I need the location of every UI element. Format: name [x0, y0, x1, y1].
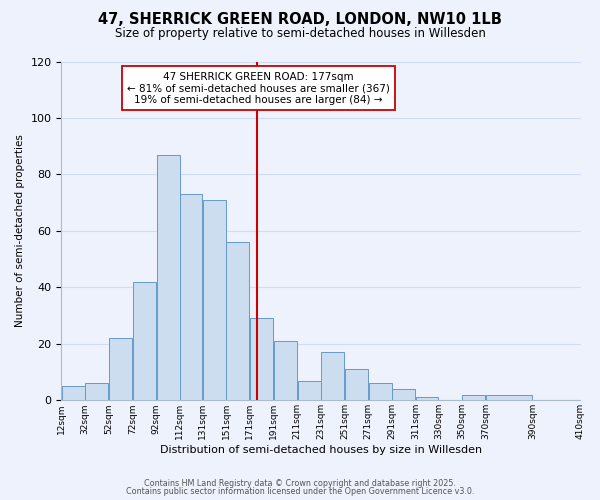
Bar	[487, 394, 532, 400]
Bar	[392, 389, 415, 400]
Bar	[62, 386, 85, 400]
Bar	[203, 200, 226, 400]
Bar	[133, 282, 156, 401]
Text: Contains HM Land Registry data © Crown copyright and database right 2025.: Contains HM Land Registry data © Crown c…	[144, 478, 456, 488]
Bar	[85, 384, 109, 400]
Text: 47, SHERRICK GREEN ROAD, LONDON, NW10 1LB: 47, SHERRICK GREEN ROAD, LONDON, NW10 1L…	[98, 12, 502, 28]
Bar	[274, 341, 297, 400]
Bar	[157, 154, 179, 400]
Bar	[463, 394, 485, 400]
X-axis label: Distribution of semi-detached houses by size in Willesden: Distribution of semi-detached houses by …	[160, 445, 482, 455]
Text: Size of property relative to semi-detached houses in Willesden: Size of property relative to semi-detach…	[115, 28, 485, 40]
Bar	[250, 318, 273, 400]
Y-axis label: Number of semi-detached properties: Number of semi-detached properties	[15, 134, 25, 328]
Bar	[369, 384, 392, 400]
Bar	[109, 338, 132, 400]
Text: Contains public sector information licensed under the Open Government Licence v3: Contains public sector information licen…	[126, 487, 474, 496]
Bar	[345, 369, 368, 400]
Bar	[416, 398, 438, 400]
Bar	[298, 380, 320, 400]
Bar	[322, 352, 344, 401]
Text: 47 SHERRICK GREEN ROAD: 177sqm
← 81% of semi-detached houses are smaller (367)
1: 47 SHERRICK GREEN ROAD: 177sqm ← 81% of …	[127, 72, 390, 105]
Bar	[226, 242, 250, 400]
Bar	[180, 194, 202, 400]
